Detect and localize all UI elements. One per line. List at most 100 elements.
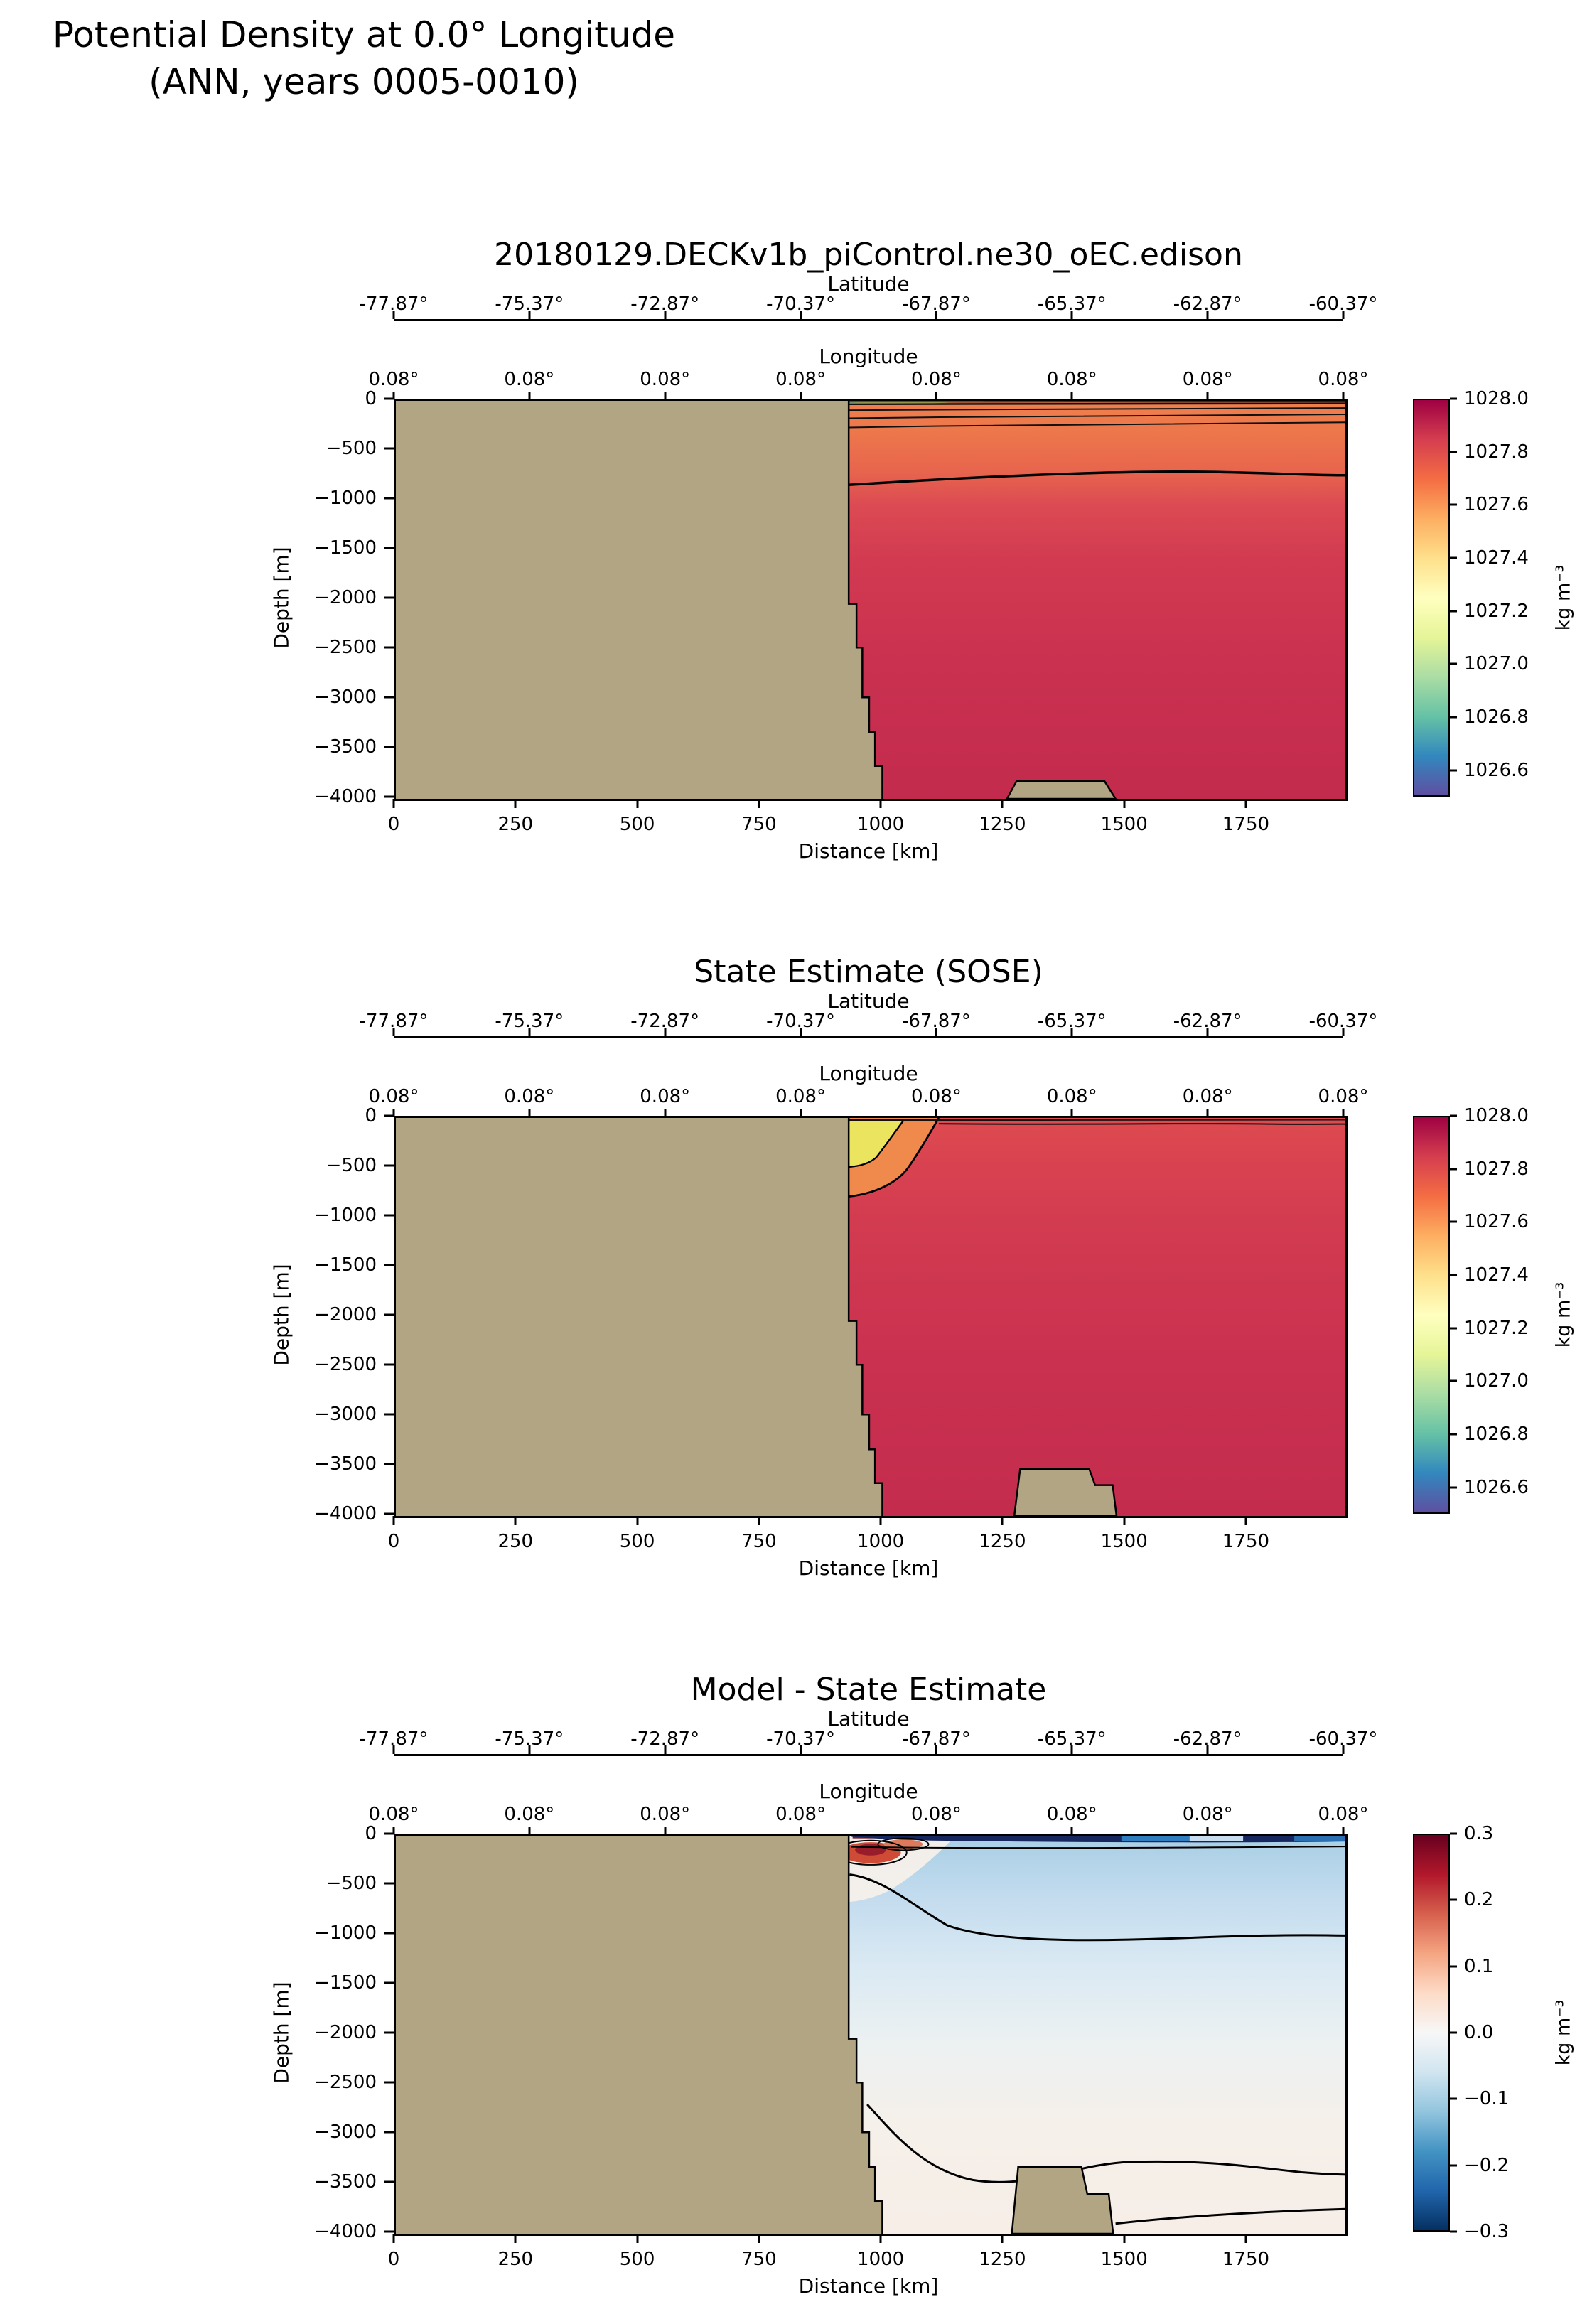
depth-tick-mark <box>384 1413 394 1416</box>
depth-tick-mark <box>384 1164 394 1167</box>
depth-tick-label: −3000 <box>314 2121 377 2143</box>
latitude-tick-mark <box>664 1745 667 1754</box>
depth-tick-marks <box>384 397 394 798</box>
distance-tick-label: 0 <box>387 1531 400 1552</box>
latitude-tick-mark <box>935 311 937 319</box>
colorbar-tick-label: 1028.0 <box>1464 1105 1529 1126</box>
latitude-axis-label: Latitude <box>827 272 910 296</box>
latitude-tick-mark <box>1070 1028 1073 1036</box>
colorbar-tick-mark <box>1450 1486 1457 1489</box>
difference-section <box>394 1834 1348 2236</box>
depth-tick-label: −2000 <box>314 587 377 608</box>
distance-tick-mark <box>514 799 517 808</box>
panel-title: State Estimate (SOSE) <box>694 954 1043 990</box>
depth-tick-mark <box>384 1981 394 1984</box>
longitude-tick-mark <box>392 392 395 399</box>
latitude-tick-mark <box>1070 311 1073 319</box>
distance-tick-label: 250 <box>498 814 534 835</box>
depth-tick-label: −1000 <box>314 1922 377 1944</box>
colorbar-tick-mark <box>1450 451 1457 453</box>
figure-title-line1: Potential Density at 0.0° Longitude <box>52 14 676 55</box>
distance-tick-mark <box>392 1516 395 1525</box>
colorbar-tick-mark <box>1450 2097 1457 2100</box>
depth-tick-mark <box>384 397 394 400</box>
colorbar-tick-mark <box>1450 1274 1457 1276</box>
longitude-tick-mark <box>1342 1827 1345 1834</box>
distance-tick-label: 500 <box>619 2249 655 2270</box>
depth-tick-mark <box>384 696 394 699</box>
depth-tick-label: −500 <box>326 1873 377 1894</box>
panel-model: 20180129.DECKv1b_piControl.ne30_oEC.edis… <box>0 222 1592 905</box>
distance-tick-mark <box>1244 799 1247 808</box>
distance-tick-label: 750 <box>741 814 777 835</box>
distance-tick-label: 1000 <box>857 2249 905 2270</box>
longitude-tick-mark <box>664 1109 667 1116</box>
colorbar-tick-label: 0.0 <box>1464 2022 1494 2043</box>
band-light-segment <box>1121 1836 1190 1841</box>
depth-tick-label: 0 <box>365 1823 377 1844</box>
distance-tick-label: 0 <box>387 2249 400 2270</box>
depth-tick-label: −2500 <box>314 2072 377 2093</box>
latitude-tick-mark <box>1342 1028 1345 1036</box>
colorbar-tick-mark <box>1450 1220 1457 1223</box>
colorbar-tick-mark <box>1450 2031 1457 2034</box>
distance-tick-label: 500 <box>619 1531 655 1552</box>
depth-tick-marks <box>384 1114 394 1515</box>
colorbar-tick-label: 0.1 <box>1464 1955 1494 1977</box>
colorbar-tick-label: 1027.0 <box>1464 653 1529 675</box>
distance-tick-marks <box>392 799 1343 808</box>
depth-tick-mark <box>384 646 394 649</box>
band-pale-segment <box>1189 1836 1244 1841</box>
longitude-tick-mark <box>392 1827 395 1834</box>
latitude-tick-mark <box>800 1028 802 1036</box>
latitude-axis <box>392 311 1345 321</box>
depth-tick-mark <box>384 795 394 798</box>
longitude-tick-label: 0.08° <box>775 1086 827 1107</box>
distance-tick-mark <box>636 799 639 808</box>
latitude-tick-mark <box>1206 311 1209 319</box>
colorbar-tick-label: 1027.0 <box>1464 1370 1529 1392</box>
colorbar-unit-label: kg m⁻³ <box>1552 1281 1575 1348</box>
distance-tick-label: 1500 <box>1100 2249 1148 2270</box>
latitude-tick-mark <box>800 311 802 319</box>
depth-tick-label: −3000 <box>314 687 377 708</box>
depth-tick-mark <box>384 2230 394 2233</box>
longitude-tick-label: 0.08° <box>1318 369 1369 390</box>
depth-tick-label: −2500 <box>314 1354 377 1375</box>
longitude-axis <box>392 1827 1345 1834</box>
colorbar-gradient <box>1414 400 1448 795</box>
longitude-tick-label: 0.08° <box>1318 1804 1369 1825</box>
longitude-tick-mark <box>1206 1827 1209 1834</box>
band-light-segment-right <box>1294 1836 1345 1841</box>
panel-title: Model - State Estimate <box>690 1672 1047 1708</box>
panel-title: 20180129.DECKv1b_piControl.ne30_oEC.edis… <box>494 237 1243 273</box>
colorbar-tick-label: 1027.2 <box>1464 600 1529 622</box>
distance-tick-mark <box>879 799 882 808</box>
depth-tick-label: −1000 <box>314 1205 377 1226</box>
depth-tick-label: 0 <box>365 1105 377 1126</box>
latitude-tick-mark <box>528 1745 531 1754</box>
longitude-tick-label: 0.08° <box>1182 1804 1233 1825</box>
surface-stratification-contours <box>849 402 1345 427</box>
depth-tick-mark <box>384 1463 394 1465</box>
longitude-tick-label: 0.08° <box>1046 1086 1097 1107</box>
latitude-tick-mark <box>1070 1745 1073 1754</box>
depth-tick-label: −2000 <box>314 2022 377 2043</box>
longitude-tick-mark <box>392 1109 395 1116</box>
latitude-tick-mark <box>664 311 667 319</box>
colorbar-tick-mark <box>1450 610 1457 613</box>
depth-tick-label: −3000 <box>314 1404 377 1425</box>
longitude-tick-label: 0.08° <box>1046 1804 1097 1825</box>
colorbar-tick-label: −0.2 <box>1464 2154 1510 2176</box>
colorbar-tick-mark <box>1450 1898 1457 1901</box>
colorbar-tick-labels: 1028.0 1027.8 1027.6 1027.4 1027.2 1027.0 1026… <box>1464 1105 1556 1514</box>
colorbar-tick-mark <box>1450 1965 1457 1968</box>
distance-tick-mark <box>636 2234 639 2243</box>
depth-tick-mark <box>384 2180 394 2183</box>
colorbar-tick-label: 1026.8 <box>1464 1424 1529 1445</box>
depth-tick-label: −500 <box>326 1155 377 1176</box>
depth-tick-mark <box>384 1264 394 1266</box>
distance-tick-labels: 0 250 500 750 1000 1250 1500 1750 <box>388 2249 1343 2270</box>
colorbar-tick-labels: 1028.0 1027.8 1027.6 1027.4 1027.2 1027.0 1026… <box>1464 388 1556 797</box>
